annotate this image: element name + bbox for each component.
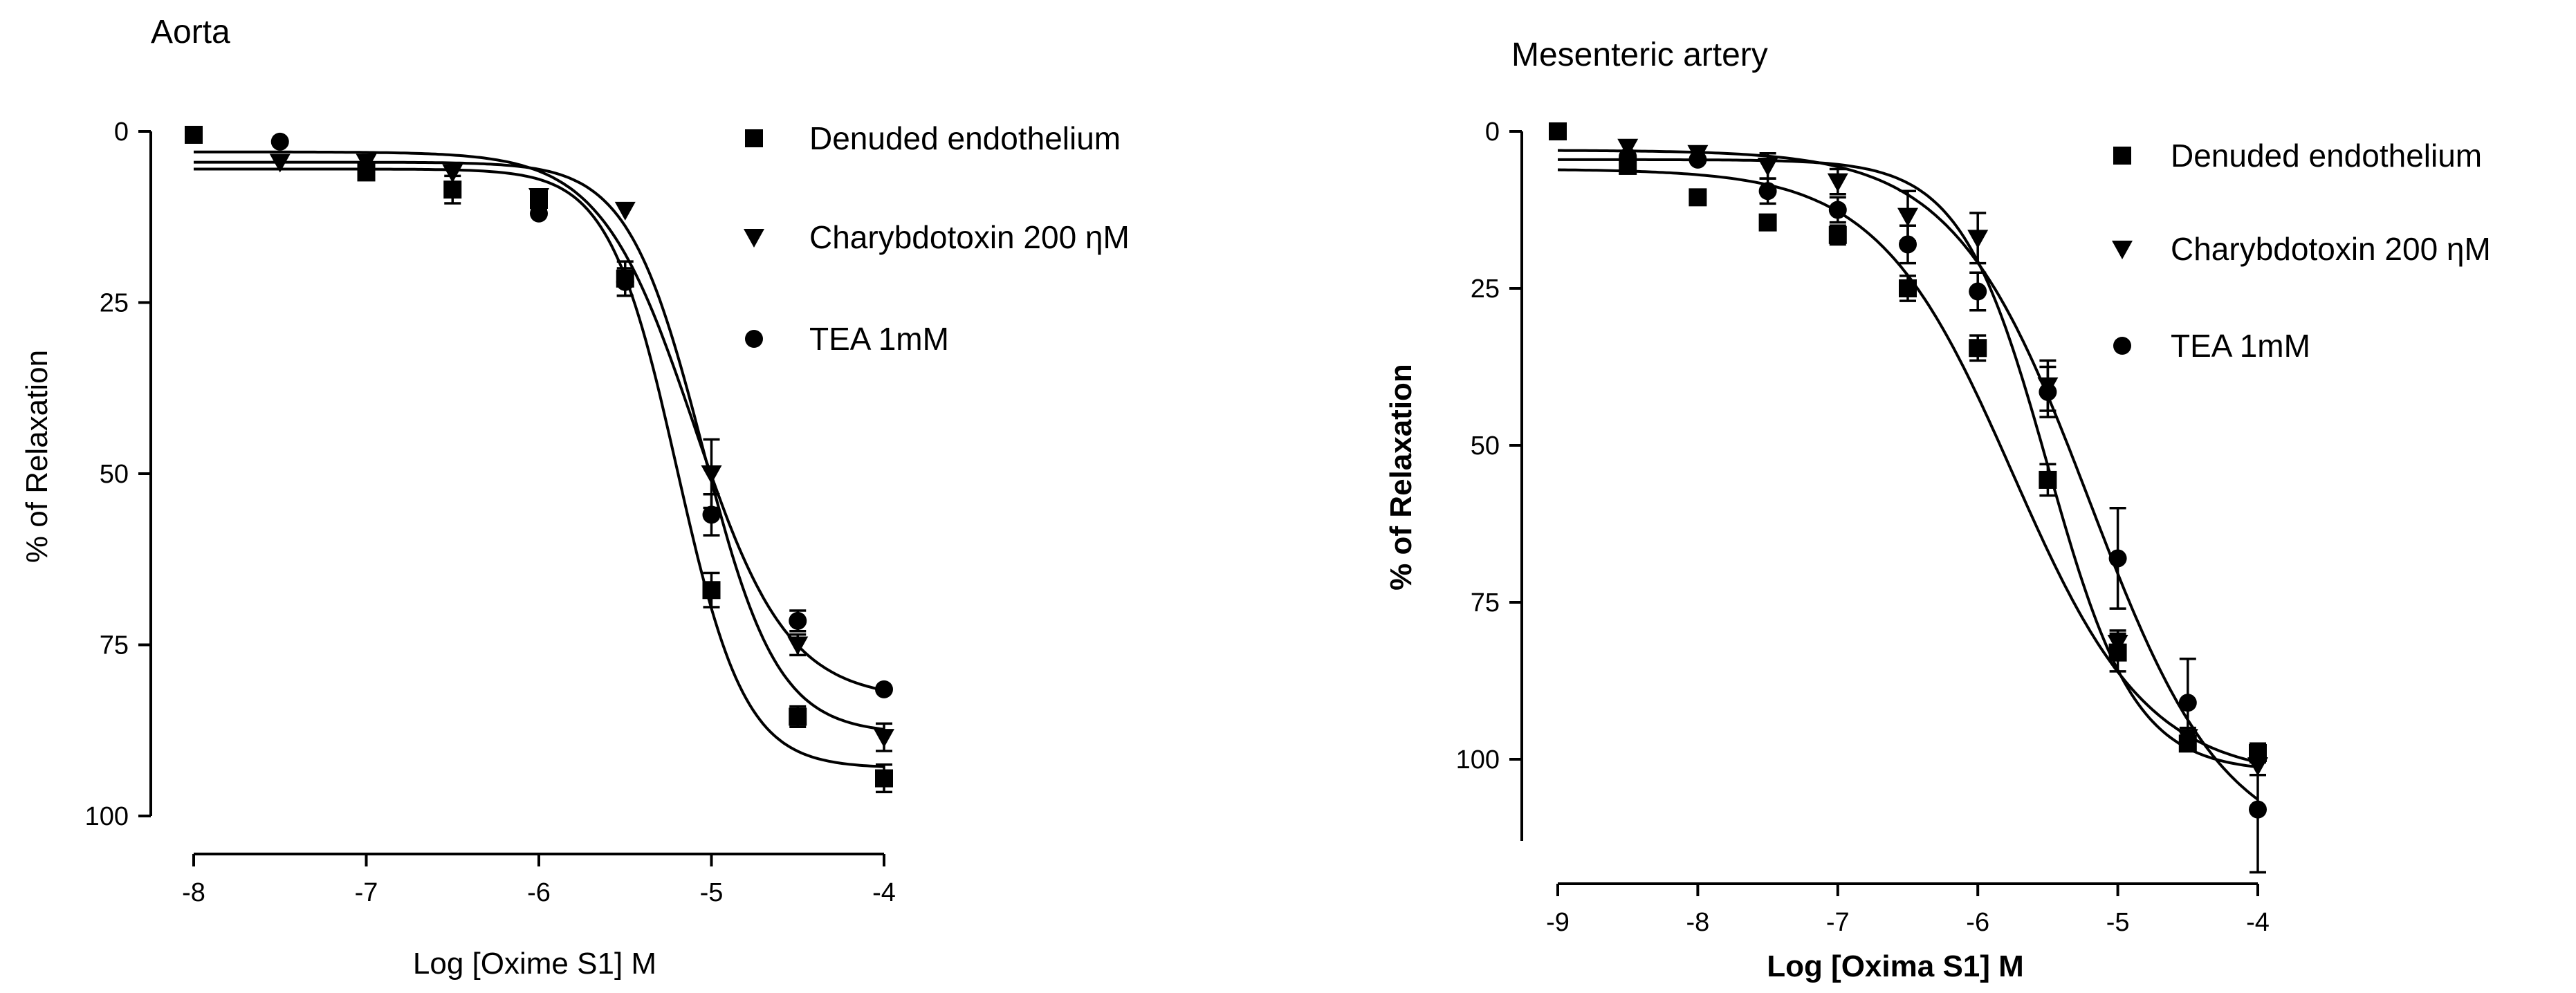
mesenteric-x-tick-label: -7 (1826, 908, 1850, 937)
mesenteric-y-axis-label: % of Relaxation (1384, 364, 1418, 591)
mesenteric-denuded-point (1969, 339, 1987, 358)
aorta-tea-fit-curve (194, 150, 885, 692)
aorta-y-tick-label: 100 (85, 802, 129, 831)
mesenteric-tea-legend-label: TEA 1mM (2171, 328, 2310, 364)
aorta-tea-legend-label: TEA 1mM (809, 321, 949, 357)
aorta-tea-point (875, 680, 893, 698)
mesenteric-denuded-point (1689, 188, 1707, 207)
mesenteric-charybdotoxin-legend-label: Charybdotoxin 200 ηM (2171, 231, 2491, 267)
mesenteric-tea-fit-curve (1558, 149, 2259, 801)
mesenteric-charybdotoxin-fit-curve (1558, 158, 2258, 769)
mesenteric-x-axis-label: Log [Oxima S1] M (1767, 949, 2024, 983)
mesenteric-tea-point (1689, 150, 1707, 169)
aorta-tea-legend-marker (745, 330, 763, 348)
aorta-charybdotoxin-point (269, 154, 291, 173)
mesenteric-tea-point (1828, 201, 1847, 219)
mesenteric-denuded-legend-marker (2113, 147, 2131, 165)
mesenteric-denuded-point (1899, 279, 1917, 297)
mesenteric-charybdotoxin-point (1827, 173, 1848, 192)
aorta-denuded-point (875, 769, 893, 788)
aorta-tea-point (616, 272, 634, 291)
aorta-y-tick-label: 50 (100, 460, 129, 489)
mesenteric-denuded-point (1549, 122, 1567, 140)
mesenteric-tea-point (2178, 694, 2197, 712)
aorta-x-tick-label: -6 (527, 878, 551, 907)
mesenteric-denuded-point (1828, 225, 1847, 244)
mesenteric-charybdotoxin-point (2107, 635, 2128, 654)
mesenteric-tea-point (2249, 800, 2267, 819)
aorta-tea-point (530, 204, 548, 223)
mesenteric-tea-point (2108, 549, 2127, 568)
mesenteric-tea-point (1619, 147, 1637, 166)
aorta-x-tick-label: -8 (182, 878, 205, 907)
aorta-charybdotoxin-point (614, 201, 636, 221)
aorta-denuded-legend-marker (745, 129, 763, 147)
mesenteric-y-tick-label: 25 (1471, 275, 1500, 304)
mesenteric-y-tick-label: 100 (1456, 745, 1500, 774)
aorta-charybdotoxin-point (874, 729, 894, 748)
aorta-y-axis-label: % of Relaxation (20, 350, 54, 563)
aorta-x-axis-label: Log [Oxime S1] M (413, 947, 656, 981)
aorta-y-tick-label: 0 (114, 118, 129, 147)
aorta-x-tick-label: -5 (700, 878, 724, 907)
mesenteric-y-tick-label: 75 (1471, 588, 1500, 618)
mesenteric-x-tick-label: -5 (2106, 908, 2130, 937)
aorta-x-tick-label: -7 (355, 878, 378, 907)
aorta-denuded-fit-curve (194, 167, 885, 768)
aorta-charybdotoxin-legend-marker (744, 229, 764, 248)
mesenteric-tea-point (1758, 182, 1777, 201)
aorta-denuded-legend-label: Denuded endothelium (809, 120, 1121, 156)
aorta-y-tick-label: 75 (100, 631, 129, 660)
mesenteric-charybdotoxin-point (1757, 157, 1778, 176)
aorta-charybdotoxin-legend-label: Charybdotoxin 200 ηM (809, 219, 1130, 255)
mesenteric-y-tick-label: 0 (1485, 118, 1500, 147)
aorta-denuded-point (185, 125, 203, 144)
mesenteric-denuded-point (1758, 213, 1777, 232)
aorta-x-tick-label: -4 (872, 878, 896, 907)
mesenteric-tea-point (1969, 282, 1987, 301)
mesenteric-x-tick-label: -8 (1686, 908, 1710, 937)
mesenteric-panel: Mesenteric artery Log [Oxima S1] M % of … (1384, 37, 2491, 983)
mesenteric-charybdotoxin-point (1897, 207, 1918, 227)
aorta-tea-point (270, 132, 289, 151)
aorta-title: Aorta (151, 14, 230, 50)
mesenteric-denuded-legend-label: Denuded endothelium (2171, 138, 2482, 174)
aorta-charybdotoxin-point (442, 164, 463, 183)
mesenteric-charybdotoxin-legend-marker (2112, 241, 2133, 259)
mesenteric-x-tick-label: -6 (1966, 908, 1989, 937)
aorta-denuded-point (789, 707, 807, 726)
aorta-panel: Aorta Log [Oxime S1] M % of Relaxation 0… (20, 14, 1130, 981)
mesenteric-legend: Denuded endothelium Charybdotoxin 200 ηM T… (2112, 138, 2491, 364)
aorta-charybdotoxin-point (528, 188, 549, 207)
aorta-tea-point (789, 611, 807, 630)
aorta-tea-point (702, 505, 721, 524)
aorta-denuded-point (702, 581, 721, 600)
mesenteric-charybdotoxin-point (1967, 230, 1989, 249)
mesenteric-y-tick-label: 50 (1471, 431, 1500, 461)
aorta-y-tick-label: 25 (100, 289, 129, 318)
mesenteric-tea-point (1899, 235, 1917, 254)
mesenteric-tea-point (2039, 382, 2057, 401)
mesenteric-tea-legend-marker (2113, 337, 2131, 355)
mesenteric-x-tick-label: -4 (2246, 908, 2270, 937)
aorta-charybdotoxin-fit-curve (194, 160, 885, 731)
mesenteric-x-tick-label: -9 (1546, 908, 1570, 937)
mesenteric-title: Mesenteric artery (1511, 37, 1768, 73)
aorta-legend: Denuded endothelium Charybdotoxin 200 ηM T… (744, 120, 1130, 357)
aorta-denuded-point (443, 180, 462, 199)
aorta-charybdotoxin-point (356, 154, 377, 173)
